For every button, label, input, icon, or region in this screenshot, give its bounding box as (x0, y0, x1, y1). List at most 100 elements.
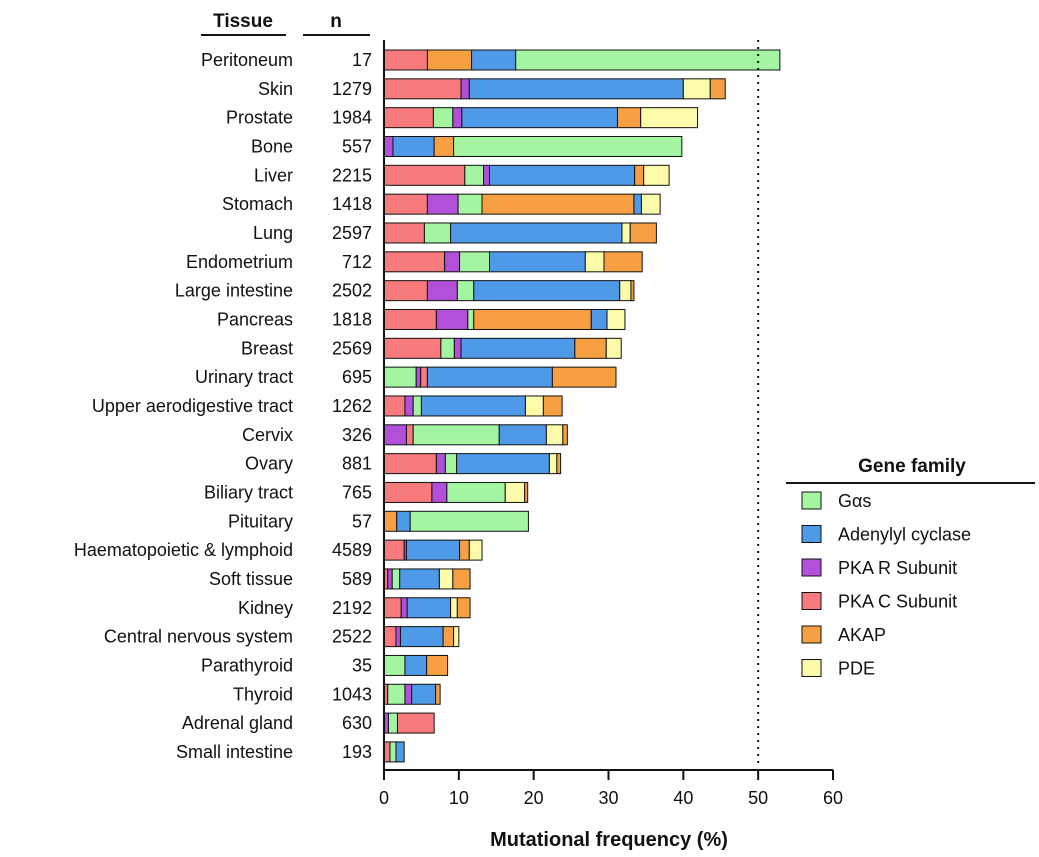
bar-segment-ovary-akap (556, 453, 562, 475)
n-label-liver: 2215 (332, 165, 372, 185)
legend-swatch-pkar (801, 558, 822, 577)
bar-segment-skin-pkar (460, 78, 470, 100)
bar-segment-large-intestine-gas (456, 280, 475, 302)
bar-segment-urinary-tract-pkar (415, 366, 422, 388)
tissue-label-small-intestine: Small intestine (176, 742, 293, 762)
bar-segment-ovary-ac (456, 453, 550, 475)
bar-segment-thyroid-gas (387, 683, 406, 705)
bars-group (383, 49, 781, 763)
bar-segment-stomach-pkac (383, 193, 428, 215)
tissue-label-breast: Breast (241, 338, 293, 358)
x-tick-label-10: 10 (449, 788, 469, 808)
bar-segment-pancreas-akap (473, 308, 592, 330)
bar-segment-kidney-pkar (400, 597, 408, 619)
legend-label-ac: Adenylyl cyclase (838, 525, 971, 545)
n-label-upper-aerodigestive-tract: 1262 (332, 396, 372, 416)
bar-segment-haematopoietic-and-lymphoid-akap (459, 539, 470, 561)
bar-segment-haematopoietic-and-lymphoid-pde (468, 539, 483, 561)
tissue-label-biliary-tract: Biliary tract (204, 482, 293, 502)
bar-segment-biliary-tract-akap (524, 481, 529, 503)
bar-segment-pancreas-ac (590, 308, 608, 330)
tissue-label-haematopoietic-and-lymphoid: Haematopoietic & lymphoid (74, 540, 293, 560)
bar-segment-lung-gas (423, 222, 452, 244)
bar-segment-prostate-gas (432, 107, 454, 129)
bar-segment-pancreas-gas (467, 308, 475, 330)
n-label-cervix: 326 (342, 425, 372, 445)
legend-swatch-gas (801, 491, 822, 510)
bar-segment-cervix-gas (412, 424, 500, 446)
n-label-urinary-tract: 695 (342, 367, 372, 387)
n-label-pituitary: 57 (352, 511, 372, 531)
tissue-label-adrenal-gland: Adrenal gland (182, 713, 293, 733)
n-label-skin: 1279 (332, 79, 372, 99)
bar-segment-breast-pde (605, 337, 622, 359)
x-tick-label-30: 30 (598, 788, 618, 808)
bar-segment-skin-akap (709, 78, 726, 100)
bar-segment-liver-pkac (383, 164, 466, 186)
tissue-label-central-nervous-system: Central nervous system (104, 627, 293, 647)
bar-segment-peritoneum-akap (426, 49, 473, 71)
bar-segment-upper-aerodigestive-tract-pkar (404, 395, 414, 417)
n-label-ovary: 881 (342, 454, 372, 474)
bar-segment-bone-pkar (383, 135, 394, 157)
x-tick-label-40: 40 (673, 788, 693, 808)
bar-segment-central-nervous-system-akap (442, 626, 455, 648)
n-label-large-intestine: 2502 (332, 281, 372, 301)
x-tick-label-20: 20 (524, 788, 544, 808)
bar-segment-central-nervous-system-pkac (383, 626, 397, 648)
n-label-haematopoietic-and-lymphoid: 4589 (332, 540, 372, 560)
bar-segment-central-nervous-system-pkar (395, 626, 401, 648)
bar-segment-bone-akap (433, 135, 455, 157)
tissue-label-large-intestine: Large intestine (175, 281, 293, 301)
bar-segment-ovary-gas (444, 453, 458, 475)
bar-segment-biliary-tract-pkac (383, 481, 433, 503)
bar-segment-pancreas-pkar (435, 308, 469, 330)
tissue-label-ovary: Ovary (245, 454, 293, 474)
tissue-label-lung: Lung (253, 223, 293, 243)
bar-segment-parathyroid-akap (426, 654, 449, 676)
legend-swatch-pde (801, 659, 822, 677)
bar-segment-large-intestine-pkar (426, 280, 458, 302)
bar-segment-breast-ac (460, 337, 576, 359)
legend: Gαs Adenylyl cyclase PKA R Subunit PKA C Su… (801, 491, 971, 679)
bar-segment-endometrium-pde (584, 251, 605, 273)
bar-segment-peritoneum-gas (515, 49, 781, 71)
bar-segment-adrenal-gland-pkac (396, 712, 435, 734)
bar-segment-biliary-tract-gas (446, 481, 506, 503)
x-tick-label-60: 60 (823, 788, 843, 808)
bar-segment-upper-aerodigestive-tract-pde (524, 395, 544, 417)
bar-segment-endometrium-pkar (444, 251, 461, 273)
bar-segment-liver-gas (464, 164, 485, 186)
bar-segment-adrenal-gland-gas (387, 712, 398, 734)
bar-segment-endometrium-pkac (383, 251, 446, 273)
legend-label-gas: Gαs (838, 491, 871, 511)
tissue-label-peritoneum: Peritoneum (201, 50, 293, 70)
bar-segment-endometrium-ac (489, 251, 586, 273)
bar-segment-urinary-tract-gas (383, 366, 417, 388)
bar-segment-lung-pkac (383, 222, 425, 244)
n-column-header: n (330, 11, 342, 32)
bar-segment-bone-ac (392, 135, 435, 157)
tissue-label-skin: Skin (258, 79, 293, 99)
bar-segment-cervix-ac (498, 424, 547, 446)
bar-segment-biliary-tract-pde (504, 481, 526, 503)
bar-segment-thyroid-ac (411, 683, 437, 705)
bar-segment-soft-tissue-akap (452, 568, 471, 590)
bar-segment-lung-akap (629, 222, 657, 244)
legend-swatch-pkac (801, 592, 822, 610)
x-tick-label-0: 0 (379, 788, 389, 808)
bar-segment-ovary-pkac (383, 453, 437, 475)
bar-segment-small-intestine-ac (395, 741, 405, 763)
n-label-kidney: 2192 (332, 598, 372, 618)
bar-segment-large-intestine-pde (619, 280, 632, 302)
tissue-label-parathyroid: Parathyroid (201, 655, 293, 675)
bar-segment-kidney-akap (456, 597, 471, 619)
bar-segment-kidney-ac (406, 597, 452, 619)
bar-segment-soft-tissue-ac (399, 568, 440, 590)
bar-segment-cervix-akap (562, 424, 568, 446)
bar-segment-thyroid-akap (435, 683, 441, 705)
bar-segment-prostate-pkar (452, 107, 463, 129)
tissue-label-endometrium: Endometrium (186, 252, 293, 272)
